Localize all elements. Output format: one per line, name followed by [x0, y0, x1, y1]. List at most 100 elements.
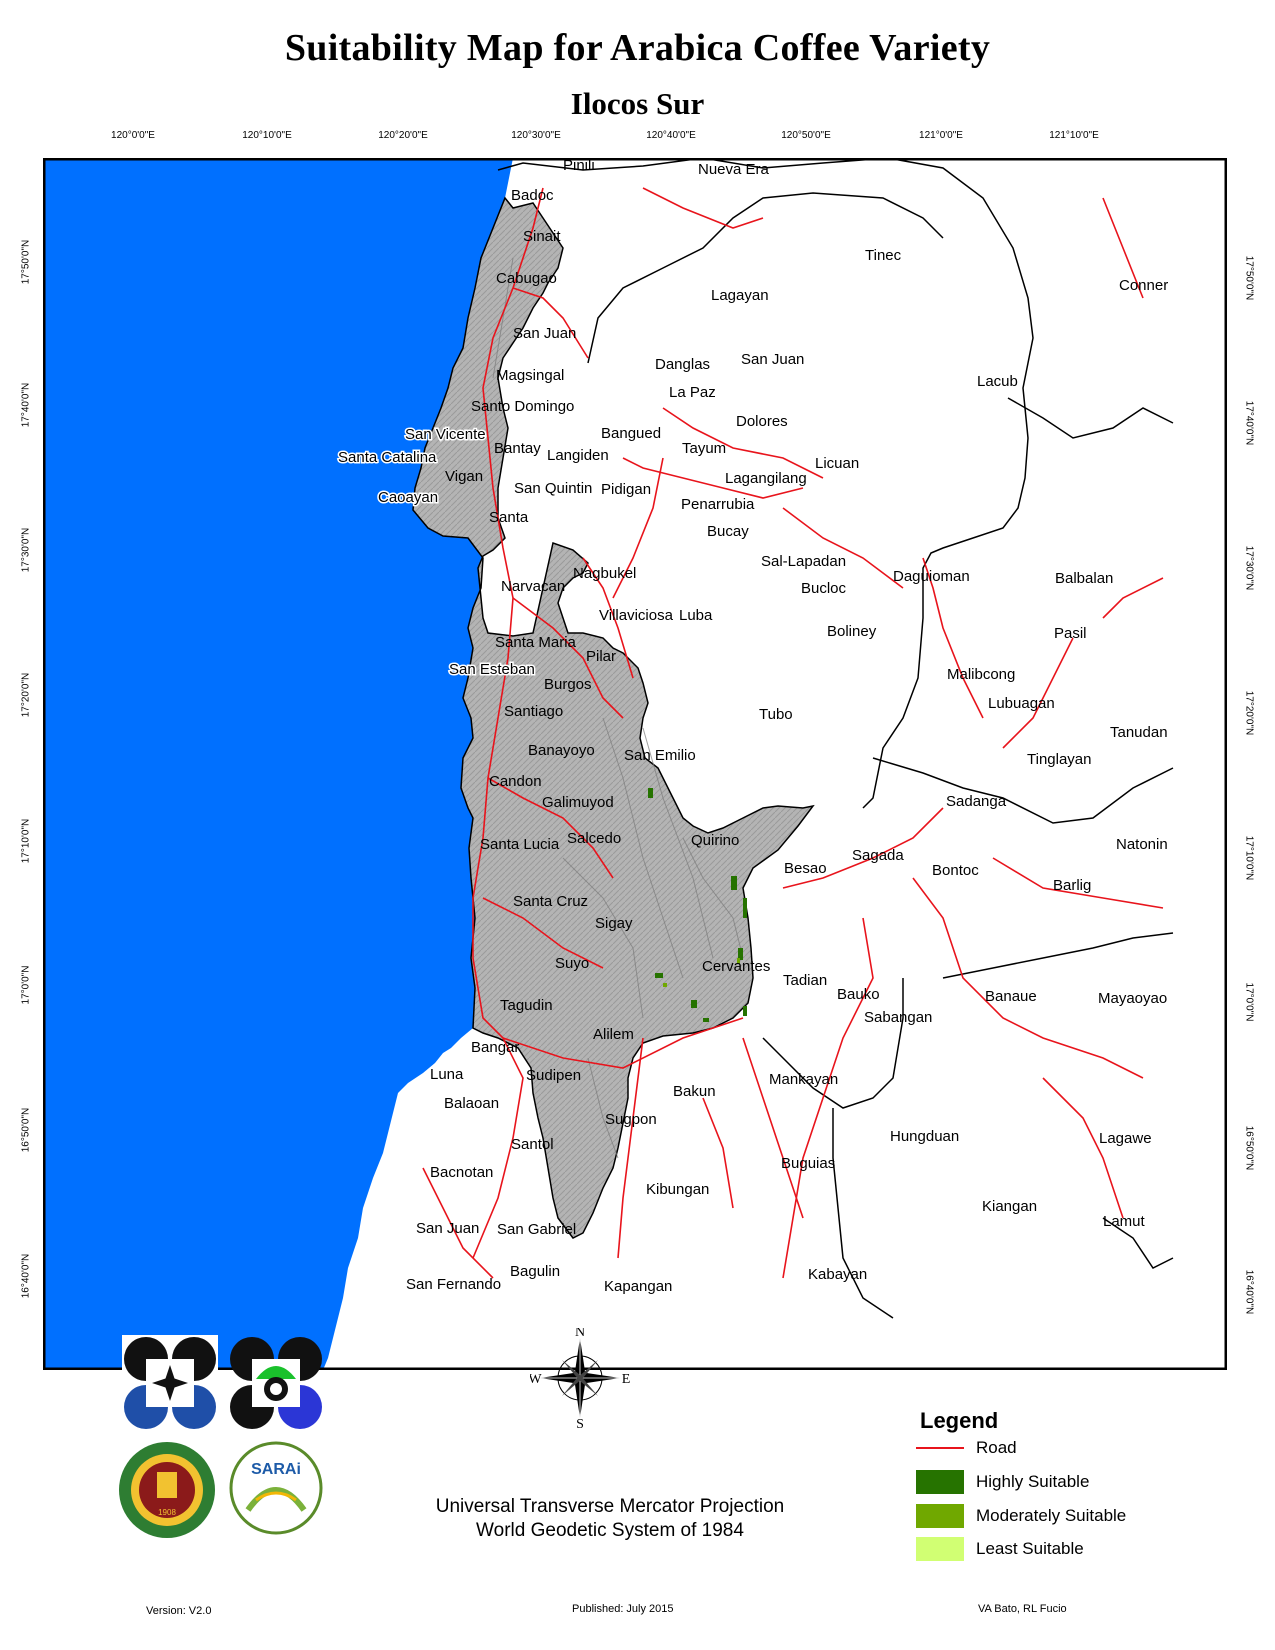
version-label: Version: V2.0 — [146, 1605, 212, 1617]
place-label: Kapangan — [604, 1278, 672, 1295]
sea — [43, 158, 513, 1370]
place-label: Santa Catalina — [338, 449, 437, 466]
tick-top-4: 120°30'0"E — [511, 130, 561, 141]
terrain-ridges — [492, 257, 744, 1159]
legend-label: Highly Suitable — [976, 1472, 1090, 1491]
place-label: Luna — [430, 1066, 464, 1083]
road-line-swatch — [916, 1447, 964, 1449]
tick-top-8: 121°10'0"E — [1049, 130, 1099, 141]
place-label: Kiangan — [982, 1198, 1037, 1215]
compass-s: S — [576, 1417, 584, 1428]
place-label: Alilem — [593, 1026, 634, 1043]
tick-right-1: 17°50'0"N — [1243, 255, 1255, 301]
place-label: Tubo — [759, 706, 793, 723]
place-label: Pasil — [1054, 625, 1087, 642]
place-label: Nueva Era — [698, 161, 770, 178]
place-label: Malibcong — [947, 666, 1015, 683]
map-frame[interactable]: Pinili Nueva Era Badoc Sinait Tinec Cabu… — [43, 158, 1227, 1370]
place-label: Pidigan — [601, 481, 651, 498]
place-label: Sudipen — [526, 1067, 581, 1084]
place-label: Dolores — [736, 413, 788, 430]
sarai-logo: SARAi — [229, 1441, 323, 1535]
tick-right-6: 17°0'0"N — [1243, 982, 1255, 1022]
tick-left-1: 17°50'0"N — [20, 239, 32, 285]
place-label: Natonin — [1116, 836, 1168, 853]
tick-left-7: 16°50'0"N — [20, 1107, 32, 1153]
seal-year: 1908 — [158, 1508, 176, 1517]
place-label: San Vicente — [405, 426, 486, 443]
place-label: Narvacan — [501, 578, 565, 595]
place-label: Bucloc — [801, 580, 847, 597]
tick-left-4: 17°20'0"N — [20, 672, 32, 718]
place-label: Bakun — [673, 1083, 716, 1100]
place-label: Santa — [489, 509, 529, 526]
tick-top-7: 121°0'0"E — [919, 130, 963, 141]
place-label: Vigan — [445, 468, 483, 485]
map-border — [43, 158, 1227, 1370]
authors-label: VA Bato, RL Fucio — [978, 1603, 1067, 1615]
place-label: Santa Maria — [495, 634, 577, 651]
place-label: Sabangan — [864, 1009, 932, 1026]
place-label: Tinec — [865, 247, 902, 264]
place-label: Villaviciosa — [599, 607, 674, 624]
place-label: Bagulin — [510, 1263, 560, 1280]
sarai-text: SARAi — [251, 1461, 301, 1478]
place-label: Suyo — [555, 955, 589, 972]
place-label: Salcedo — [567, 830, 621, 847]
place-label: Mankayan — [769, 1071, 838, 1088]
suitability-highly[interactable] — [648, 788, 747, 1022]
place-label: Cabugao — [496, 270, 557, 287]
place-label: Mayaoyao — [1098, 990, 1167, 1007]
place-label: Bucay — [707, 523, 749, 540]
place-label: Lubuagan — [988, 695, 1055, 712]
pcaarrd-logo — [230, 1337, 322, 1429]
suitability-moderately[interactable] — [663, 958, 740, 987]
place-label: Tanudan — [1110, 724, 1168, 741]
tick-right-3: 17°30'0"N — [1243, 545, 1255, 591]
place-label: Balbalan — [1055, 570, 1113, 587]
tick-left-5: 17°10'0"N — [20, 818, 32, 864]
place-label: Lagangilang — [725, 470, 807, 487]
legend-label: Road — [976, 1438, 1017, 1457]
place-label: Sal-Lapadan — [761, 553, 846, 570]
place-label: Bontoc — [932, 862, 979, 879]
place-labels: Pinili Nueva Era Badoc Sinait Tinec Cabu… — [337, 158, 1169, 1295]
place-label: Sagada — [852, 847, 904, 864]
place-label: Lacub — [977, 373, 1018, 390]
place-label: Kabayan — [808, 1266, 867, 1283]
legend-label: Least Suitable — [976, 1539, 1084, 1558]
place-label: Tagudin — [500, 997, 553, 1014]
place-label: San Juan — [741, 351, 804, 368]
place-label: Lamut — [1103, 1213, 1146, 1230]
tick-right-4: 17°20'0"N — [1243, 690, 1255, 736]
place-label: Boliney — [827, 623, 877, 640]
province-ilocos-sur[interactable] — [412, 196, 815, 1239]
moderately-suitable-swatch — [916, 1504, 964, 1528]
place-label: Tayum — [682, 440, 726, 457]
place-label: Tadian — [783, 972, 827, 989]
place-label: Candon — [489, 773, 542, 790]
place-label: Santa Cruz — [513, 893, 588, 910]
place-label: Hungduan — [890, 1128, 959, 1145]
place-label: Langiden — [547, 447, 609, 464]
published-label: Published: July 2015 — [572, 1603, 674, 1615]
place-label: San Emilio — [624, 747, 696, 764]
place-label: La Paz — [669, 384, 716, 401]
tick-right-5: 17°10'0"N — [1243, 835, 1255, 881]
place-label: San Fernando — [406, 1276, 501, 1293]
place-label: Banaue — [985, 988, 1037, 1005]
place-label: San Esteban — [449, 661, 535, 678]
place-label: Magsingal — [496, 367, 564, 384]
place-label: Licuan — [815, 455, 859, 472]
place-label: Lagayan — [711, 287, 769, 304]
place-label: Sigay — [595, 915, 633, 932]
legend-label: Moderately Suitable — [976, 1506, 1127, 1525]
place-label: Santa Lucia — [480, 836, 560, 853]
place-label: Sadanga — [946, 793, 1007, 810]
roads — [422, 187, 1164, 1279]
tick-top-1: 120°0'0"E — [111, 130, 155, 141]
place-label: Bantay — [494, 440, 541, 457]
tick-right-2: 17°40'0"N — [1243, 400, 1255, 446]
place-label: Burgos — [544, 676, 592, 693]
place-label: Pilar — [586, 648, 616, 665]
